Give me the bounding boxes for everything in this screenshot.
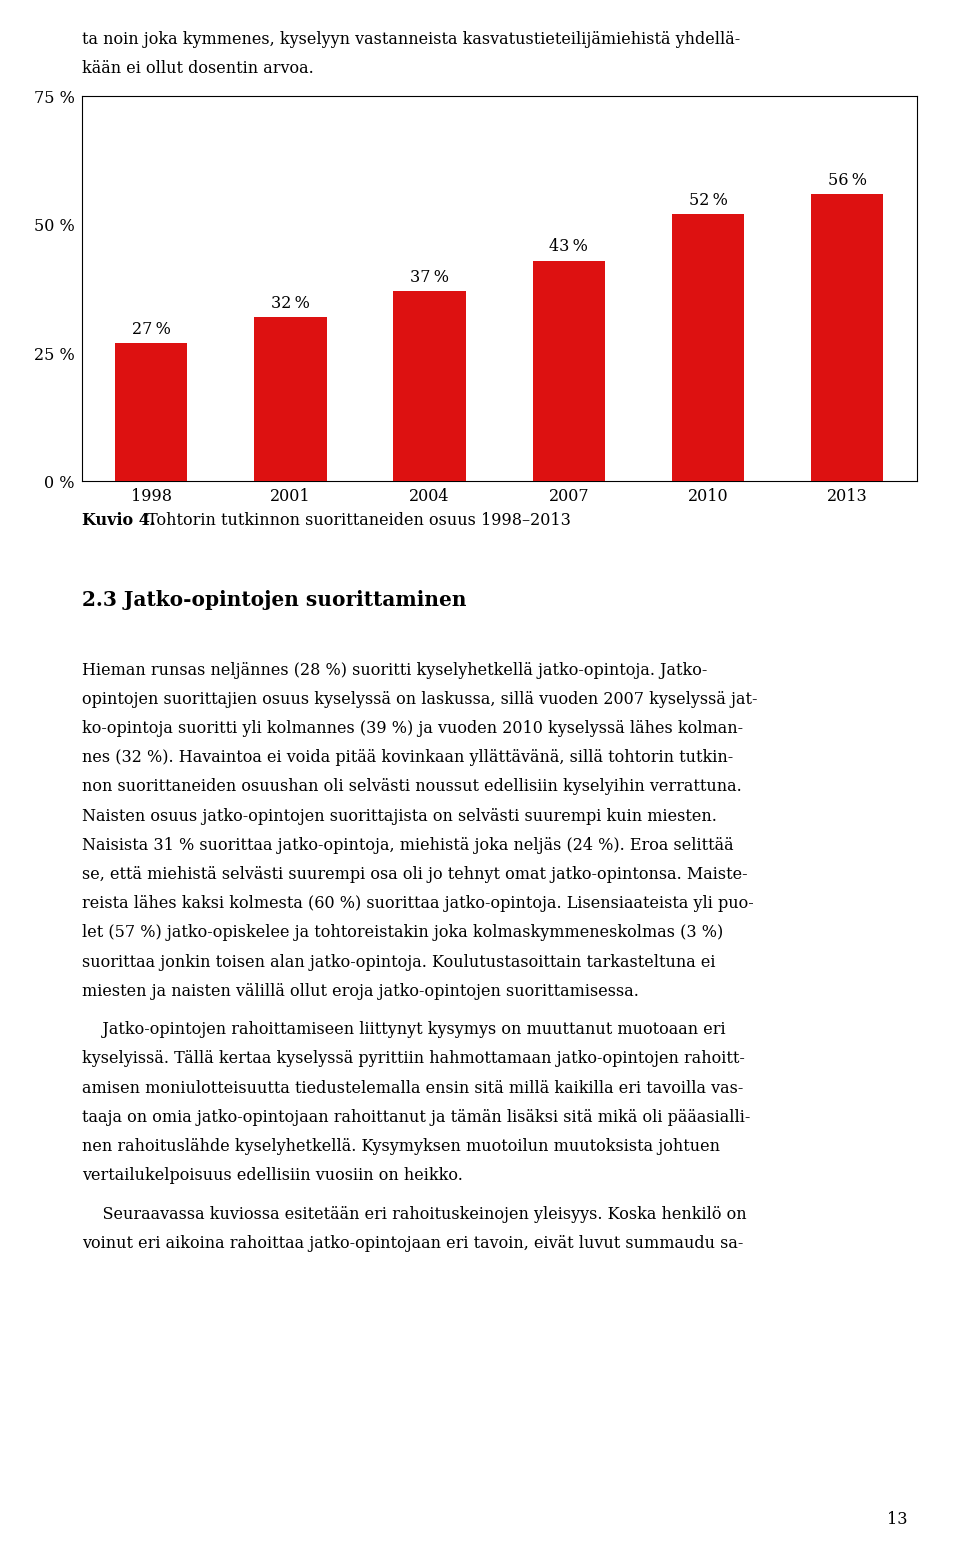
Text: 32 %: 32 % [271, 295, 310, 312]
Text: 13: 13 [887, 1511, 907, 1528]
Text: let (57 %) jatko-opiskelee ja tohtoreistakin joka kolmaskymmeneskolmas (3 %): let (57 %) jatko-opiskelee ja tohtoreist… [82, 924, 723, 941]
Bar [811, 194, 883, 481]
Text: Seuraavassa kuviossa esitetään eri rahoituskeinojen yleisyys. Koska henkilö on: Seuraavassa kuviossa esitetään eri rahoi… [82, 1205, 746, 1222]
Text: taaja on omia jatko-opintojaan rahoittanut ja tämän lisäksi sitä mikä oli pääasi: taaja on omia jatko-opintojaan rahoittan… [82, 1109, 750, 1126]
Text: 43 %: 43 % [549, 239, 588, 256]
Text: vertailukelpoisuus edellisiin vuosiin on heikko.: vertailukelpoisuus edellisiin vuosiin on… [82, 1168, 463, 1185]
Bar [254, 317, 326, 481]
Text: suorittaa jonkin toisen alan jatko-opintoja. Koulutustasoittain tarkasteltuna ei: suorittaa jonkin toisen alan jatko-opint… [82, 954, 715, 971]
Text: kään ei ollut dosentin arvoa.: kään ei ollut dosentin arvoa. [82, 61, 313, 78]
Text: non suorittaneiden osuushan oli selvästi noussut edellisiin kyselyihin verrattun: non suorittaneiden osuushan oli selvästi… [82, 778, 741, 795]
Text: Tohtorin tutkinnon suorittaneiden osuus 1998–2013: Tohtorin tutkinnon suorittaneiden osuus … [142, 512, 571, 530]
Bar [115, 343, 187, 481]
Text: Hieman runsas neljännes (28 %) suoritti kyselyhetkellä jatko-opintoja. Jatko-: Hieman runsas neljännes (28 %) suoritti … [82, 662, 707, 679]
Text: voinut eri aikoina rahoittaa jatko-opintojaan eri tavoin, eivät luvut summaudu s: voinut eri aikoina rahoittaa jatko-opint… [82, 1235, 743, 1252]
Text: Naisista 31 % suorittaa jatko-opintoja, miehistä joka neljäs (24 %). Eroa selitt: Naisista 31 % suorittaa jatko-opintoja, … [82, 837, 733, 854]
Text: Kuvio 4.: Kuvio 4. [82, 512, 155, 530]
Text: 37 %: 37 % [410, 269, 449, 286]
Text: nes (32 %). Havaintoa ei voida pitää kovinkaan yllättävänä, sillä tohtorin tutki: nes (32 %). Havaintoa ei voida pitää kov… [82, 749, 732, 766]
Text: opintojen suorittajien osuus kyselyssä on laskussa, sillä vuoden 2007 kyselyssä : opintojen suorittajien osuus kyselyssä o… [82, 691, 757, 708]
Text: 2.3 Jatko-opintojen suorittaminen: 2.3 Jatko-opintojen suorittaminen [82, 590, 467, 610]
Text: Jatko-opintojen rahoittamiseen liittynyt kysymys on muuttanut muotoaan eri: Jatko-opintojen rahoittamiseen liittynyt… [82, 1022, 725, 1039]
Text: reista lähes kaksi kolmesta (60 %) suorittaa jatko-opintoja. Lisensiaateista yli: reista lähes kaksi kolmesta (60 %) suori… [82, 895, 754, 912]
Text: 56 %: 56 % [828, 172, 867, 189]
Text: 27 %: 27 % [132, 320, 171, 337]
Text: 52 %: 52 % [688, 193, 728, 210]
Bar [533, 261, 605, 481]
Text: miesten ja naisten välillä ollut eroja jatko-opintojen suorittamisessa.: miesten ja naisten välillä ollut eroja j… [82, 983, 638, 1000]
Text: kyselyissä. Tällä kertaa kyselyssä pyrittiin hahmottamaan jatko-opintojen rahoit: kyselyissä. Tällä kertaa kyselyssä pyrit… [82, 1050, 744, 1067]
Bar [672, 214, 744, 481]
Bar [394, 292, 466, 481]
Text: Naisten osuus jatko-opintojen suorittajista on selvästi suurempi kuin miesten.: Naisten osuus jatko-opintojen suorittaji… [82, 808, 716, 825]
Text: se, että miehistä selvästi suurempi osa oli jo tehnyt omat jatko-opintonsa. Mais: se, että miehistä selvästi suurempi osa … [82, 867, 747, 884]
Text: amisen moniulotteisuutta tiedustelemalla ensin sitä millä kaikilla eri tavoilla : amisen moniulotteisuutta tiedustelemalla… [82, 1079, 743, 1096]
Text: ko-opintoja suoritti yli kolmannes (39 %) ja vuoden 2010 kyselyssä lähes kolman-: ko-opintoja suoritti yli kolmannes (39 %… [82, 721, 743, 738]
Text: ta noin joka kymmenes, kyselyyn vastanneista kasvatustieteilijämiehistä yhdellä-: ta noin joka kymmenes, kyselyyn vastanne… [82, 31, 740, 48]
Text: nen rahoituslähde kyselyhetkellä. Kysymyksen muotoilun muutoksista johtuen: nen rahoituslähde kyselyhetkellä. Kysymy… [82, 1138, 720, 1155]
